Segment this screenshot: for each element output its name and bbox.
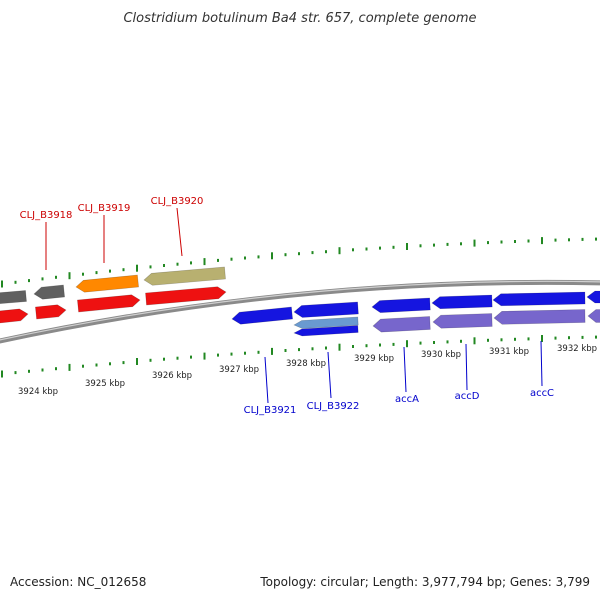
backbone-arc-highlight xyxy=(0,280,600,341)
feature-track xyxy=(0,266,600,337)
gene-label-clj-b3918[interactable]: CLJ_B3918 xyxy=(20,210,73,221)
tick-label-3932: 3932 kbp xyxy=(557,344,597,354)
inner-tick-track xyxy=(1,335,597,378)
tick-label-3925: 3925 kbp xyxy=(85,379,125,389)
gene-label-clj-b3921[interactable]: CLJ_B3921 xyxy=(244,405,297,416)
gene-acca[interactable] xyxy=(372,316,431,333)
gene-clj-b3922-lower[interactable] xyxy=(293,325,359,337)
gene-clj-b3922-upper[interactable] xyxy=(293,316,359,329)
gene-label-acca[interactable]: accA xyxy=(395,394,419,405)
genome-title: Clostridium botulinum Ba4 str. 657, comp… xyxy=(123,11,476,26)
tick-label-3929: 3929 kbp xyxy=(354,354,394,364)
leader-accd xyxy=(465,343,468,391)
cds-accc[interactable] xyxy=(492,291,586,307)
gene-label-clj-b3920[interactable]: CLJ_B3920 xyxy=(151,196,204,207)
tick-label-3931: 3931 kbp xyxy=(489,347,529,357)
gene-left-gray[interactable] xyxy=(0,290,27,304)
tick-label-3926: 3926 kbp xyxy=(152,371,192,381)
tick-label-3927: 3927 kbp xyxy=(219,365,259,375)
cds-accd[interactable] xyxy=(431,294,493,310)
leader-acca xyxy=(403,346,407,393)
leader-clj-b3921 xyxy=(264,356,269,404)
gene-accd[interactable] xyxy=(432,313,493,329)
cds-clj-b3919[interactable] xyxy=(77,294,141,313)
cds-acca[interactable] xyxy=(371,297,431,313)
gene-label-accd[interactable]: accD xyxy=(455,391,480,402)
label-leader-lines xyxy=(45,207,543,404)
tick-label-3924: 3924 kbp xyxy=(18,387,58,397)
cds-right[interactable] xyxy=(586,290,600,304)
cds-clj-b3922[interactable] xyxy=(293,301,359,318)
gene-clj-b3919[interactable] xyxy=(75,274,139,293)
gene-label-clj-b3922[interactable]: CLJ_B3922 xyxy=(307,401,360,412)
gene-clj-b3918[interactable] xyxy=(33,284,65,300)
gene-label-accc[interactable]: accC xyxy=(530,388,554,399)
accession-text: Accession: NC_012658 xyxy=(10,575,146,589)
genome-summary-text: Topology: circular; Length: 3,977,794 bp… xyxy=(259,575,590,589)
gene-clj-b3920[interactable] xyxy=(143,266,226,286)
gene-label-clj-b3919[interactable]: CLJ_B3919 xyxy=(78,203,131,214)
outer-tick-track xyxy=(1,237,597,288)
leader-accc xyxy=(540,340,543,387)
leader-clj-b3922 xyxy=(327,351,332,399)
cds-clj-b3921[interactable] xyxy=(231,306,293,325)
backbone-arc xyxy=(0,279,600,344)
cds-clj-b3920[interactable] xyxy=(145,286,227,306)
leader-clj-b3920 xyxy=(176,207,183,257)
gene-right[interactable] xyxy=(587,309,600,323)
cds-left[interactable] xyxy=(0,308,29,324)
tick-label-3928: 3928 kbp xyxy=(286,359,326,369)
tick-label-3930: 3930 kbp xyxy=(421,350,461,360)
cds-clj-b3918[interactable] xyxy=(35,304,67,320)
gene-accc[interactable] xyxy=(493,309,586,325)
